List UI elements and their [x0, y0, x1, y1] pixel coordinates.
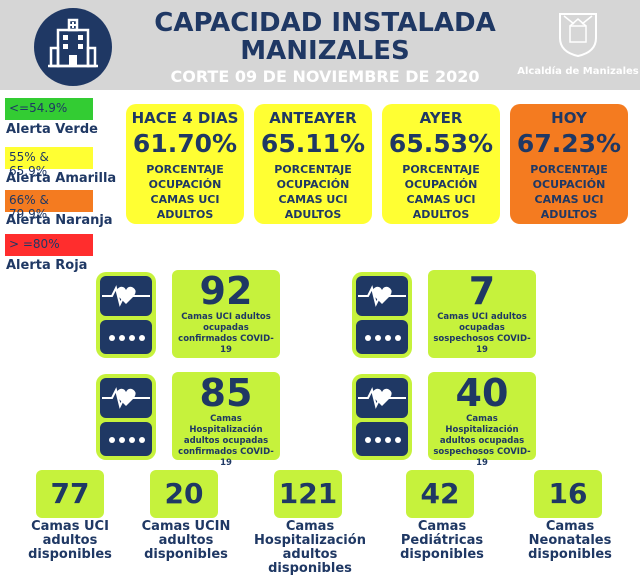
page-title: CAPACIDAD INSTALADA: [154, 8, 496, 38]
stat-value: 40: [455, 371, 509, 415]
occupancy-title: AYER: [419, 109, 463, 127]
occupancy-title: HOY: [551, 109, 587, 127]
available-ucin-box: 20: [150, 470, 218, 518]
heart-monitor-icon: [352, 374, 412, 460]
stat-uci-suspected: 7 Camas UCI adultos ocupadas sospechosos…: [428, 270, 536, 358]
occupancy-desc: PORCENTAJE OCUPACIÓN CAMAS UCI ADULTOS: [274, 163, 352, 221]
available-label: Camas Pediátricas disponibles: [400, 519, 484, 562]
heart-monitor-icon: [96, 374, 156, 460]
stat-desc: Camas Hospitalización adultos ocupadas c…: [178, 414, 274, 468]
legend-green-label: Alerta Verde: [6, 122, 98, 137]
stat-desc: Camas UCI adultos ocupadas sospechosos C…: [433, 312, 531, 355]
occupancy-title: HACE 4 DIAS: [131, 109, 239, 127]
occupancy-card-hoy: HOY 67.23% PORCENTAJE OCUPACIÓN CAMAS UC…: [510, 104, 628, 224]
occupancy-value: 65.53%: [388, 129, 494, 158]
available-value: 121: [278, 477, 338, 510]
occupancy-desc: PORCENTAJE OCUPACIÓN CAMAS UCI ADULTOS: [530, 163, 608, 221]
heart-monitor-icon: [96, 272, 156, 358]
available-label: Camas UCI adultos disponibles: [28, 519, 112, 562]
stat-value: 92: [199, 269, 253, 313]
hospital-icon: [34, 8, 112, 86]
legend-red-label: Alerta Roja: [6, 258, 88, 273]
occupancy-card-anteayer: ANTEAYER 65.11% PORCENTAJE OCUPACIÓN CAM…: [254, 104, 372, 224]
occupancy-card-4-days: HACE 4 DIAS 61.70% PORCENTAJE OCUPACIÓN …: [126, 104, 244, 224]
occupancy-value: 61.70%: [132, 129, 238, 158]
available-value: 20: [164, 477, 204, 510]
occupancy-desc: PORCENTAJE OCUPACIÓN CAMAS UCI ADULTOS: [146, 163, 224, 221]
occupancy-title: ANTEAYER: [269, 109, 357, 127]
legend-red-range: > =80%: [5, 234, 93, 256]
stat-desc: Camas UCI adultos ocupadas confirmados C…: [178, 312, 274, 355]
municipality-logo: [559, 13, 597, 58]
stat-uci-confirmed: 92 Camas UCI adultos ocupadas confirmado…: [172, 270, 280, 358]
available-label: Camas Hospitalización adultos disponible…: [254, 519, 366, 576]
legend-orange-label: Alerta Naranja: [6, 213, 113, 228]
available-pediatric-box: 42: [406, 470, 474, 518]
legend-green-range: <=54.9%: [5, 98, 93, 120]
cut-date: CORTE 09 DE NOVIEMBRE DE 2020: [170, 67, 480, 86]
header-banner: CAPACIDAD INSTALADA MANIZALES CORTE 09 D…: [0, 0, 640, 90]
occupancy-card-ayer: AYER 65.53% PORCENTAJE OCUPACIÓN CAMAS U…: [382, 104, 500, 224]
heart-monitor-icon: [352, 272, 412, 358]
legend-orange-range: 66% & 79.9%: [5, 190, 93, 221]
municipality-name: Alcaldía de Manizales: [517, 66, 639, 77]
stat-hosp-confirmed: 85 Camas Hospitalización adultos ocupada…: [172, 371, 280, 468]
stat-hosp-suspected: 40 Camas Hospitalización adultos ocupada…: [428, 371, 536, 468]
stat-value: 7: [468, 269, 496, 313]
occupancy-value: 67.23%: [516, 129, 622, 158]
available-value: 16: [548, 477, 588, 510]
occupancy-value: 65.11%: [260, 129, 366, 158]
available-value: 77: [50, 477, 90, 510]
available-uci-box: 77: [36, 470, 104, 518]
occupancy-desc: PORCENTAJE OCUPACIÓN CAMAS UCI ADULTOS: [402, 163, 480, 221]
available-label: Camas Neonatales disponibles: [528, 519, 612, 562]
legend-yellow-range: 55% & 65.9%: [5, 147, 93, 178]
available-value: 42: [420, 477, 460, 510]
stat-value: 85: [199, 371, 253, 415]
stat-desc: Camas Hospitalización adultos ocupadas s…: [433, 414, 531, 468]
available-neonatal-box: 16: [534, 470, 602, 518]
page-title-city: MANIZALES: [240, 36, 410, 66]
legend-yellow-label: Alerta Amarilla: [6, 171, 117, 186]
available-label: Camas UCIN adultos disponibles: [141, 519, 231, 562]
available-hosp-box: 121: [274, 470, 342, 518]
